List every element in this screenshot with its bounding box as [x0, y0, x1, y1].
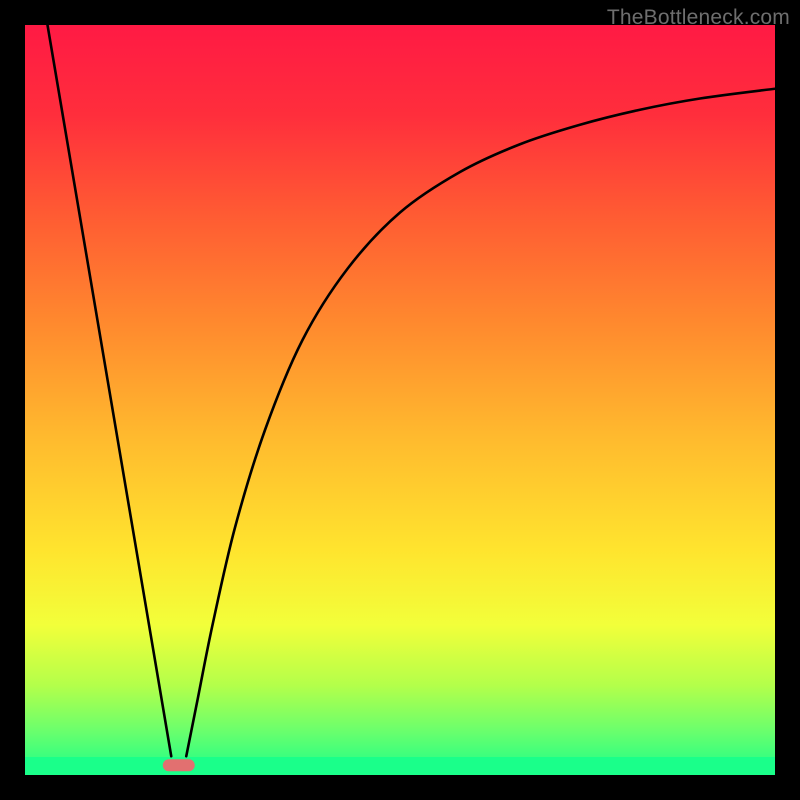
gradient-background: [25, 25, 775, 775]
plot-svg: [25, 25, 775, 775]
plot-area: [25, 25, 775, 775]
watermark-text: TheBottleneck.com: [607, 6, 790, 30]
green-strip: [25, 757, 775, 775]
chart-container: TheBottleneck.com: [0, 0, 800, 800]
minimum-marker: [163, 759, 195, 771]
